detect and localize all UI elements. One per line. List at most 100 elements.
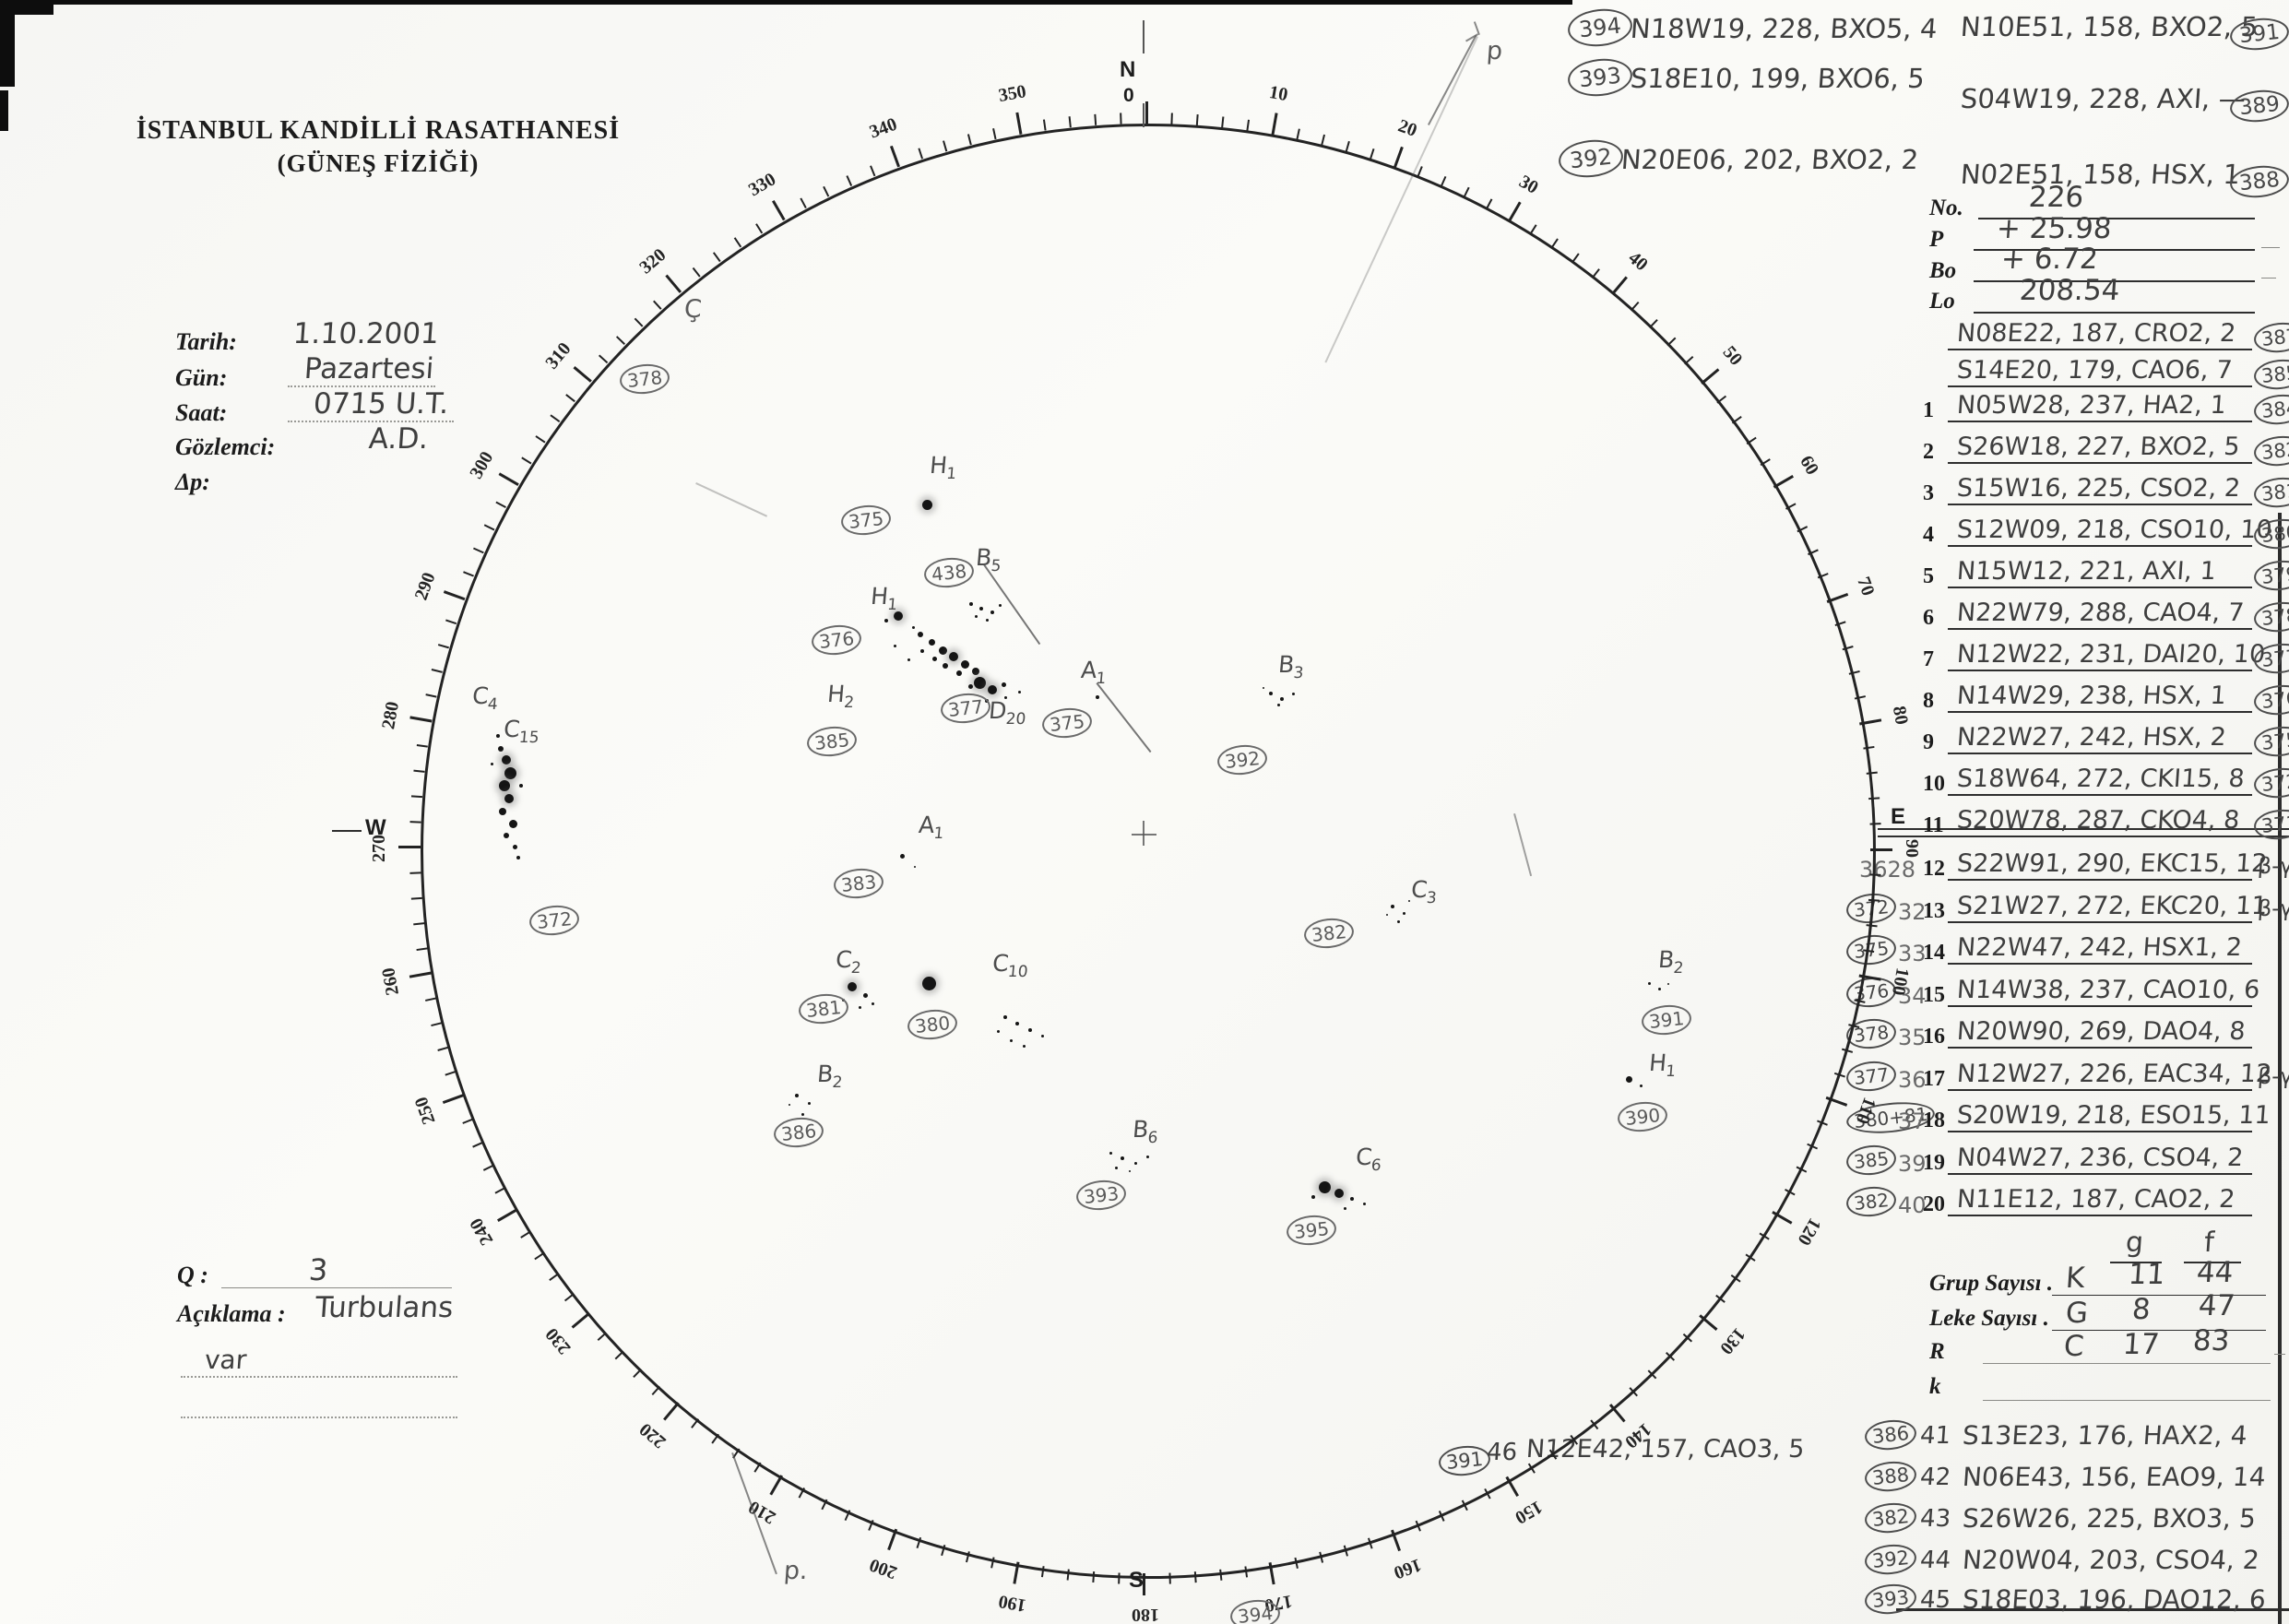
summary-col-f: f [2202,1227,2215,1259]
group-number-badge: 380 [906,1007,959,1042]
group-number-badge-text: 372 [528,903,581,938]
divider-rule [1878,828,2289,830]
dotted-rule [288,385,435,387]
sunspot [1391,905,1394,908]
sunspot [1647,981,1651,985]
row-number: 6 [1923,606,1934,630]
scan-edge-artifact [0,0,15,87]
degree-label: 30 [1515,172,1566,213]
degree-label-text: 280 [378,700,404,731]
param-lo-value: 208.54 [2018,274,2121,307]
row-text: S12W09, 218, CSO10, 10 [1955,516,2273,544]
rule [2274,1354,2285,1355]
left-group-number-badge: 385 [1844,1142,1898,1178]
sunspot [795,1094,799,1097]
rule [2261,278,2276,279]
sunspot [979,607,983,610]
row-text: N11E12, 187, CAO2, 2 [1955,1185,2236,1214]
degree-tick [634,317,644,327]
sunspot [841,998,845,1002]
note-seq: 41 [1918,1422,1952,1450]
sunspot [907,658,910,661]
cardinal-north: N [1120,57,1136,82]
degree-tick [1195,113,1199,126]
row-underline [1948,1004,2252,1007]
group-number-badge-text: 395 [1285,1213,1338,1248]
note-text: S18E10, 199, BXO6, 5 [1629,63,1927,94]
degree-tick [1068,116,1072,128]
group-number-badge: 376 [810,622,863,658]
row-text: N15W12, 221, AXI, 1 [1955,557,2217,586]
group-number-badge: 392 [1863,1542,1918,1577]
degree-tick [755,223,764,234]
degree-tick [1345,140,1350,152]
degree-label: 80 [1889,705,1917,753]
degree-label-text: 200 [866,1554,900,1583]
field-gun-label: Gün: [175,364,228,391]
note-seq: 43 [1918,1505,1952,1533]
degree-label-text: 190 [997,1590,1028,1616]
degree-label: 220 [618,1404,670,1452]
group-number-badge-text: 377 [939,691,992,726]
param-bo-label: Bo [1929,258,1957,283]
row-number: 13 [1923,898,1945,923]
field-gun-value: Pazartesi [302,352,435,385]
grup-sayisi-g: 11 [2127,1258,2166,1291]
row-text: N14W38, 237, CAO10, 6 [1955,975,2261,1004]
degree-tick [1094,113,1097,125]
degree-label: 130 [1701,1324,1749,1375]
degree-tick [1145,101,1148,124]
group-number-badge: 395 [1285,1213,1338,1248]
row-number: 8 [1923,689,1934,713]
degree-label: 300 [466,428,510,482]
sunspot [972,668,979,675]
grup-sayisi-label: Grup Sayısı . [1929,1271,2054,1296]
degree-tick [409,871,421,874]
row-underline [1948,920,2252,923]
degree-tick [416,743,428,748]
sunspot-group-label: B3 [1276,651,1305,682]
handwritten-mark: p. [782,1557,809,1585]
degree-label-text: 330 [745,169,779,201]
sunspot [1028,1028,1032,1032]
group-number-badge-text: 390 [1616,1099,1669,1134]
group-number-badge: 379 [2252,558,2289,593]
degree-tick [521,456,532,465]
scan-edge-artifact [0,90,8,131]
degree-label: 10 [1268,82,1316,112]
degree-label-text: 350 [997,81,1028,107]
row-underline [1948,504,2252,505]
sunspot [1121,1156,1124,1160]
sunspot-group-label: A1 [1079,657,1108,688]
sunspot [516,856,520,859]
sunspot [1396,919,1400,923]
row-text: N08E22, 187, CRO2, 2 [1955,319,2237,348]
group-number-badge: 392 [1216,742,1269,777]
note-text: S18E03, 196, DAO12, 6 [1961,1584,2267,1615]
row-number: 17 [1923,1066,1945,1091]
sunspot [1263,687,1264,689]
sunspot [1350,1197,1354,1201]
note-text: N20W04, 203, CSO4, 2 [1961,1545,2260,1575]
degree-tick [967,134,972,146]
sunspot [1625,1075,1632,1083]
group-number-badge: 386 [772,1115,825,1150]
degree-tick [1321,134,1325,146]
degree-tick [442,1094,465,1105]
sunspot [1040,1034,1044,1037]
sunspot [1276,703,1280,706]
degree-label-text: 40 [1624,247,1652,276]
row-text: N22W79, 288, CAO4, 7 [1955,599,2246,627]
q-label: Q : [177,1262,208,1288]
sunspot [519,784,523,788]
rule [1983,1363,2271,1364]
group-number-badge: 378 [618,362,671,397]
degree-tick [437,644,449,649]
sunspot [943,663,948,669]
degree-tick [1773,475,1794,489]
row-text: S20W19, 218, ESO15, 11 [1955,1101,2271,1130]
degree-label: 320 [635,230,688,278]
aciklama-note: var [203,1345,248,1375]
row-number: 11 [1923,813,1944,837]
